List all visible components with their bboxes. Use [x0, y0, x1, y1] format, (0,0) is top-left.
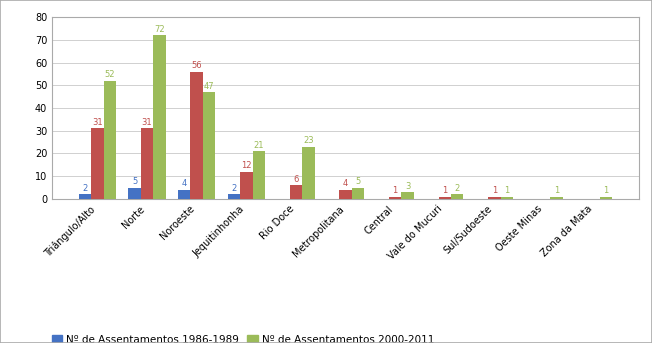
Legend: Nº de Assentamentos 1986-1989, Nº de Assentamentos 1990-1999, Nº de Assentamento: Nº de Assentamentos 1986-1989, Nº de Ass… — [52, 335, 434, 343]
Bar — [79, 194, 91, 199]
Text: 56: 56 — [192, 61, 202, 70]
Bar — [203, 92, 215, 199]
Bar — [439, 197, 451, 199]
Bar — [389, 197, 402, 199]
Bar — [252, 151, 265, 199]
Bar — [550, 197, 563, 199]
Bar — [91, 129, 104, 199]
Text: 1: 1 — [393, 186, 398, 195]
Text: 4: 4 — [182, 179, 187, 188]
Text: 1: 1 — [604, 186, 609, 195]
Bar — [240, 172, 252, 199]
Bar — [302, 147, 314, 199]
Bar — [190, 72, 203, 199]
Text: 52: 52 — [104, 70, 115, 79]
Text: 21: 21 — [254, 141, 264, 150]
Bar — [501, 197, 513, 199]
Text: 1: 1 — [492, 186, 497, 195]
Bar — [289, 185, 302, 199]
Text: 1: 1 — [504, 186, 509, 195]
Bar — [352, 188, 364, 199]
Text: 2: 2 — [454, 184, 460, 193]
Text: 47: 47 — [204, 82, 215, 91]
Text: 2: 2 — [231, 184, 237, 193]
Bar — [402, 192, 414, 199]
Bar — [339, 190, 352, 199]
Text: 5: 5 — [132, 177, 138, 186]
Text: 12: 12 — [241, 161, 252, 170]
Bar — [488, 197, 501, 199]
Bar — [141, 129, 153, 199]
Text: 31: 31 — [141, 118, 153, 127]
Bar — [104, 81, 116, 199]
Text: 3: 3 — [405, 181, 410, 190]
Bar — [228, 194, 240, 199]
Text: 72: 72 — [154, 25, 165, 34]
Bar — [451, 194, 464, 199]
Bar — [178, 190, 190, 199]
Bar — [128, 188, 141, 199]
Text: 6: 6 — [293, 175, 299, 184]
Text: 23: 23 — [303, 136, 314, 145]
Text: 2: 2 — [82, 184, 87, 193]
Bar — [153, 35, 166, 199]
Bar — [600, 197, 612, 199]
Text: 31: 31 — [92, 118, 103, 127]
Text: 4: 4 — [343, 179, 348, 188]
Text: 1: 1 — [442, 186, 447, 195]
Text: 1: 1 — [554, 186, 559, 195]
Text: 5: 5 — [355, 177, 361, 186]
